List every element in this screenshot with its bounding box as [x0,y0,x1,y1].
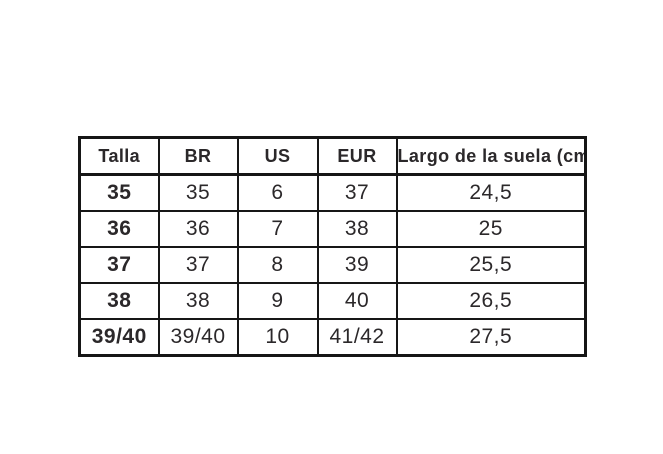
cell-talla: 38 [78,282,160,320]
cell-br: 39/40 [157,318,239,357]
cell-us: 6 [236,173,319,212]
cell-eur: 37 [316,173,398,212]
header-row: Talla BR US EUR Largo de la suela (cm) [78,136,587,176]
column-header-eur: EUR [316,136,398,176]
cell-us: 7 [236,210,319,248]
column-header-us: US [236,136,319,176]
cell-eur: 41/42 [316,318,398,357]
table-row: 37 37 8 39 25,5 [78,246,587,284]
column-header-talla: Talla [78,136,160,176]
column-header-br: BR [157,136,239,176]
cell-eur: 38 [316,210,398,248]
shoe-size-table: Talla BR US EUR Largo de la suela (cm) 3… [78,136,587,357]
cell-largo-suela: 24,5 [395,173,587,212]
cell-br: 38 [157,282,239,320]
cell-talla: 37 [78,246,160,284]
table-row: 38 38 9 40 26,5 [78,282,587,320]
cell-largo-suela: 27,5 [395,318,587,357]
cell-eur: 40 [316,282,398,320]
cell-talla: 36 [78,210,160,248]
cell-br: 36 [157,210,239,248]
table-row: 39/40 39/40 10 41/42 27,5 [78,318,587,357]
cell-largo-suela: 26,5 [395,282,587,320]
cell-largo-suela: 25,5 [395,246,587,284]
table-row: 35 35 6 37 24,5 [78,173,587,212]
cell-us: 8 [236,246,319,284]
cell-talla: 39/40 [78,318,160,357]
cell-br: 37 [157,246,239,284]
cell-talla: 35 [78,173,160,212]
cell-us: 9 [236,282,319,320]
cell-br: 35 [157,173,239,212]
cell-us: 10 [236,318,319,357]
cell-eur: 39 [316,246,398,284]
table-row: 36 36 7 38 25 [78,210,587,248]
column-header-largo-suela: Largo de la suela (cm) [395,136,587,176]
cell-largo-suela: 25 [395,210,587,248]
